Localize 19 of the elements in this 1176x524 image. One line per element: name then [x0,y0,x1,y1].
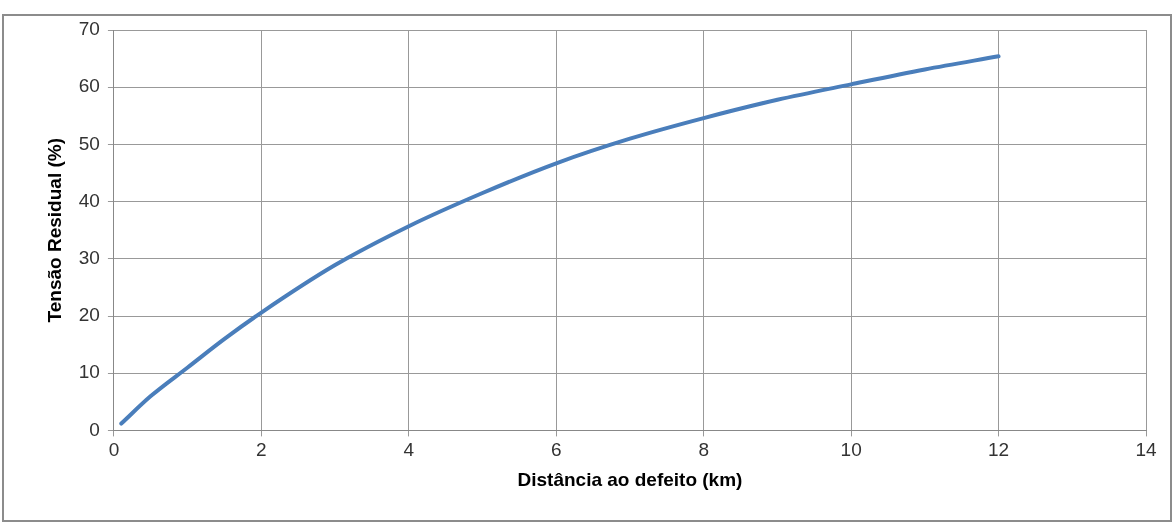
y-tick-label: 40 [78,189,100,211]
x-tick-label: 14 [1135,439,1157,461]
y-axis-title: Tensão Residual (%) [43,138,65,323]
y-tick-label: 30 [78,247,100,269]
x-tick-label: 8 [698,439,709,461]
x-tick-label: 10 [840,439,862,461]
x-axis-title: Distância ao defeito (km) [517,468,743,490]
y-tick-label: 20 [78,304,100,326]
x-tick-label: 12 [987,439,1010,461]
x-tick-label: 4 [403,439,415,461]
y-tick-label: 70 [78,18,100,40]
y-tick-label: 60 [78,75,100,97]
y-tick-label: 50 [78,132,100,154]
x-tick-label: 6 [550,439,562,461]
x-tick-label: 0 [108,439,120,461]
x-tick-label: 2 [256,439,267,461]
y-tick-label: 0 [89,418,100,440]
y-tick-label: 10 [78,361,100,383]
line-series [119,54,1001,426]
